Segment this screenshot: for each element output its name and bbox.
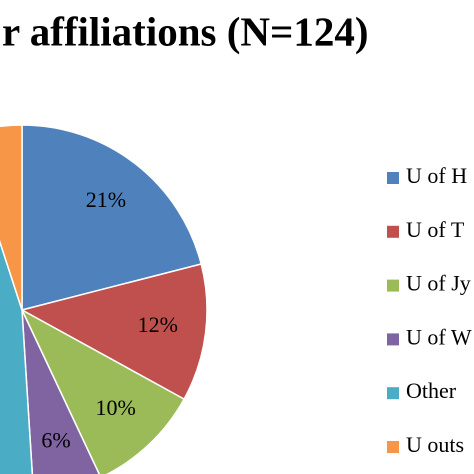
pie-slice xyxy=(0,239,34,474)
pie-slice xyxy=(21,309,101,474)
legend-swatch xyxy=(387,441,399,453)
legend-swatch xyxy=(387,387,399,400)
data-label: 21% xyxy=(86,187,126,212)
legend-label: U of Jy xyxy=(406,271,471,296)
legend-swatch xyxy=(387,225,399,238)
data-label: 6% xyxy=(41,428,70,453)
pie-slice xyxy=(21,124,203,311)
legend-swatch xyxy=(387,279,399,292)
pie-slice xyxy=(20,308,186,474)
chart-title: r affiliations (N=124) xyxy=(2,8,369,54)
legend-label: U of T xyxy=(406,217,465,242)
legend-swatch xyxy=(387,333,399,346)
legend-label: U of W xyxy=(406,324,472,349)
pie-slice xyxy=(19,263,208,401)
data-label: 10% xyxy=(96,395,136,420)
pie-slice xyxy=(0,124,23,311)
legend-swatch xyxy=(387,172,399,184)
legend-label: Other xyxy=(406,378,457,403)
data-label: 12% xyxy=(138,312,178,337)
legend-label: U of H xyxy=(406,163,467,188)
legend-label: U outs xyxy=(406,432,464,457)
